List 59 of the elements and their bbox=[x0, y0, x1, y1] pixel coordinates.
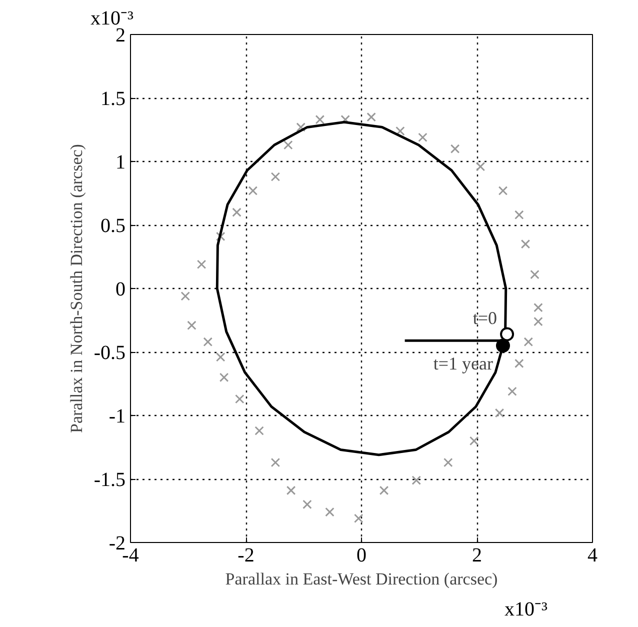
point bbox=[216, 232, 226, 242]
y-tick-label: 1.5 bbox=[100, 88, 126, 110]
point bbox=[196, 260, 206, 270]
point bbox=[284, 140, 293, 150]
y-tick-label: 1 bbox=[116, 152, 126, 174]
point bbox=[248, 186, 258, 196]
point bbox=[254, 426, 264, 436]
point bbox=[534, 316, 543, 326]
annotation: t=1 year bbox=[433, 354, 493, 374]
point bbox=[508, 386, 517, 396]
x-tick-label: 2 bbox=[472, 544, 482, 566]
point bbox=[500, 327, 514, 342]
point bbox=[520, 239, 530, 249]
x-tick-label: 4 bbox=[588, 544, 598, 566]
y-axis-title: Parallax in North-South Direction (arcsec) bbox=[66, 144, 86, 433]
point bbox=[203, 337, 213, 346]
point bbox=[187, 320, 196, 330]
point bbox=[325, 507, 334, 517]
point bbox=[286, 486, 296, 496]
point bbox=[235, 394, 244, 404]
point bbox=[216, 352, 226, 362]
point bbox=[469, 436, 479, 446]
point bbox=[412, 476, 421, 485]
point bbox=[315, 114, 325, 124]
annotation: t=0 bbox=[472, 308, 498, 328]
point bbox=[530, 270, 540, 280]
y-tick-label: -1 bbox=[108, 406, 126, 428]
y-tick-label: 0 bbox=[116, 278, 126, 300]
text: x10⁻³ bbox=[504, 598, 548, 620]
point bbox=[498, 186, 508, 196]
point bbox=[366, 112, 376, 122]
x-tick-label: -2 bbox=[238, 544, 254, 566]
x-tick-label: 0 bbox=[356, 544, 366, 566]
point bbox=[418, 132, 428, 142]
point bbox=[232, 208, 242, 217]
point bbox=[396, 126, 405, 136]
x-axis-title: Parallax in East-West Direction (arcsec) bbox=[225, 570, 498, 588]
point bbox=[524, 337, 534, 346]
point bbox=[340, 114, 350, 124]
point bbox=[379, 486, 389, 496]
y-tick-label: 0.5 bbox=[100, 215, 126, 237]
point bbox=[219, 372, 229, 382]
point bbox=[514, 358, 524, 368]
point bbox=[296, 122, 306, 132]
point bbox=[496, 338, 510, 353]
point bbox=[476, 162, 486, 172]
point bbox=[494, 408, 504, 418]
x-tick-label: -4 bbox=[122, 544, 139, 566]
point bbox=[270, 458, 280, 468]
point bbox=[534, 302, 543, 312]
point bbox=[270, 172, 280, 182]
y-tick-label: -0.5 bbox=[94, 342, 126, 364]
point bbox=[180, 291, 190, 301]
point bbox=[450, 144, 460, 154]
point bbox=[354, 514, 364, 524]
point bbox=[302, 500, 312, 510]
point bbox=[514, 210, 524, 220]
point bbox=[443, 458, 453, 468]
y-tick-label: -1.5 bbox=[94, 469, 126, 491]
